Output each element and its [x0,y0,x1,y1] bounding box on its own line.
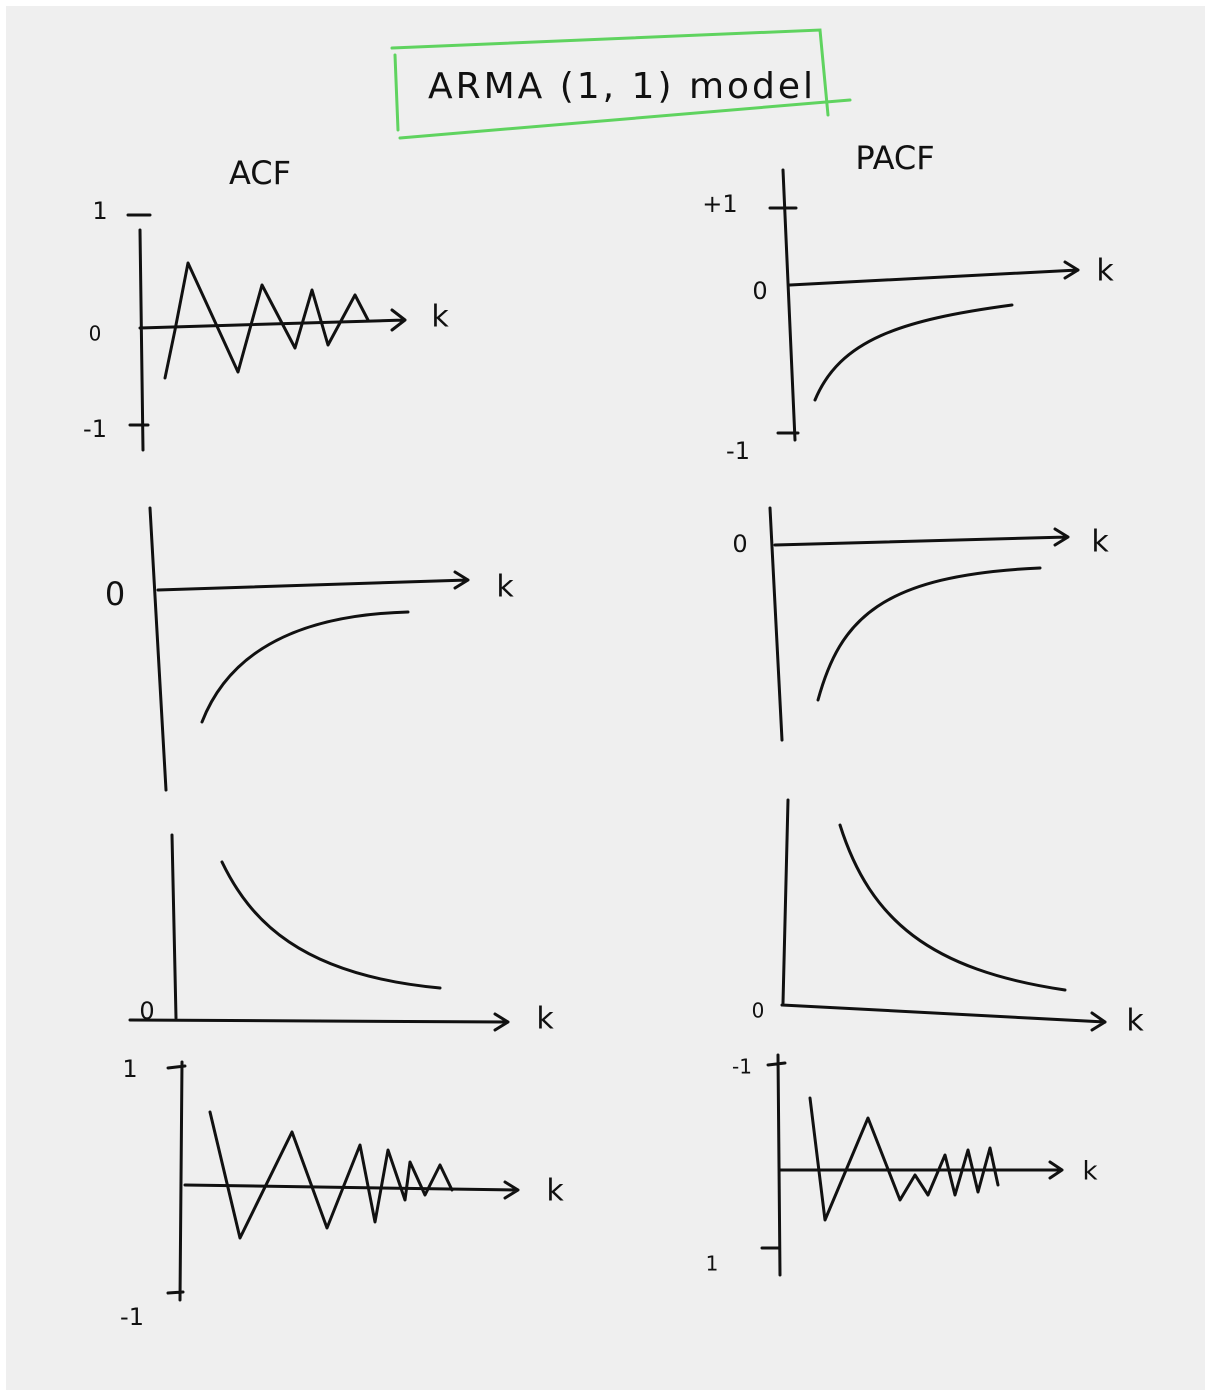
axis-label: -1 [726,437,750,465]
axes [126,213,407,452]
curve [208,1110,454,1240]
axis-label: 1 [706,1252,719,1276]
axes [148,506,470,792]
curve [838,823,1067,992]
axis-label: k [1096,254,1114,289]
axis-label: 0 [89,322,102,346]
curve [163,261,370,380]
acf-panel-1 [126,213,407,452]
acf-panel-3 [128,833,510,1032]
curve [220,860,442,990]
axis-label: k [1091,525,1109,560]
axis-label: -1 [83,415,107,443]
pacf-panel-2 [768,506,1070,742]
axis-label: 1 [122,1055,137,1083]
curve [200,610,410,724]
axes [760,1053,1064,1277]
axes [768,506,1070,742]
column-heading: ACF [229,154,291,192]
curve [813,303,1014,402]
column-heading: PACF [855,139,934,177]
paper [6,6,1205,1390]
axis-label: k [496,570,514,605]
title: ARMA (1, 1) model [428,66,816,107]
axis-label: 0 [105,575,125,613]
axis-label: +1 [702,190,737,218]
pacf-panel-1 [768,168,1080,442]
axis-label: 1 [92,197,107,225]
axes [166,1060,520,1302]
curve [816,566,1042,702]
axis-label: k [1082,1157,1097,1187]
axis-label: k [536,1002,554,1037]
axis-label: k [1126,1004,1144,1039]
axis-label: 0 [752,999,765,1023]
axis-label: -1 [732,1055,752,1079]
acf-panel-4 [166,1060,520,1302]
pacf-panel-4 [760,1053,1064,1277]
axes [128,833,510,1032]
axis-label: k [546,1174,564,1209]
curve [808,1096,1000,1222]
axis-label: 0 [732,530,747,558]
pacf-panel-3 [780,798,1107,1032]
acf-panel-2 [148,506,470,792]
axes [780,798,1107,1032]
title-box [390,28,852,140]
axis-label: 0 [752,277,767,305]
axis-label: -1 [120,1303,144,1331]
axis-label: 0 [139,997,154,1025]
axes [768,168,1080,442]
axis-label: k [431,300,449,335]
